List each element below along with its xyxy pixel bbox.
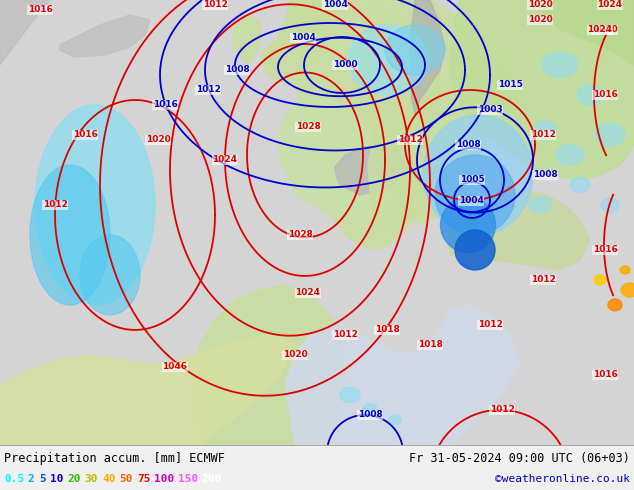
Polygon shape	[295, 0, 460, 250]
Ellipse shape	[30, 165, 110, 305]
Ellipse shape	[441, 197, 496, 252]
Ellipse shape	[621, 283, 634, 297]
Text: 1012: 1012	[531, 130, 555, 140]
Text: 1018: 1018	[375, 325, 399, 335]
Ellipse shape	[529, 197, 551, 213]
Ellipse shape	[578, 85, 602, 105]
Ellipse shape	[570, 177, 590, 193]
Text: 1012: 1012	[489, 405, 514, 415]
Text: 1024: 1024	[588, 25, 612, 34]
Text: 150: 150	[178, 474, 198, 484]
Ellipse shape	[608, 299, 622, 311]
Text: 1012: 1012	[202, 0, 228, 9]
Text: 1016: 1016	[72, 130, 98, 140]
Text: 1028: 1028	[295, 122, 320, 131]
Polygon shape	[285, 305, 520, 445]
Polygon shape	[60, 15, 150, 57]
Text: 1016: 1016	[593, 370, 618, 379]
Ellipse shape	[363, 404, 377, 416]
Text: 1016: 1016	[593, 91, 618, 99]
Polygon shape	[448, 190, 590, 270]
Text: 1012: 1012	[398, 135, 422, 145]
Ellipse shape	[595, 124, 625, 146]
Polygon shape	[450, 0, 634, 180]
Text: 100: 100	[155, 474, 174, 484]
Text: 1046: 1046	[162, 363, 188, 371]
Text: 1008: 1008	[358, 411, 382, 419]
Ellipse shape	[35, 105, 155, 305]
Text: 1020: 1020	[146, 135, 171, 145]
Polygon shape	[368, 115, 420, 235]
Ellipse shape	[80, 235, 140, 315]
Polygon shape	[540, 0, 634, 65]
Text: 1020: 1020	[527, 0, 552, 9]
Text: 10: 10	[50, 474, 63, 484]
Ellipse shape	[556, 145, 584, 165]
Text: 1018: 1018	[418, 341, 443, 349]
Ellipse shape	[601, 198, 619, 212]
Polygon shape	[232, 15, 262, 65]
Text: 1004: 1004	[323, 0, 347, 9]
Text: 20: 20	[67, 474, 81, 484]
Text: 1012: 1012	[195, 85, 221, 95]
Text: 75: 75	[137, 474, 150, 484]
Text: 1004: 1004	[290, 33, 316, 43]
Text: Fr 31-05-2024 09:00 UTC (06+03): Fr 31-05-2024 09:00 UTC (06+03)	[409, 452, 630, 465]
Text: 0.5: 0.5	[4, 474, 24, 484]
Ellipse shape	[389, 415, 401, 425]
Text: 5: 5	[39, 474, 46, 484]
Text: 1008: 1008	[224, 66, 249, 74]
Text: 1008: 1008	[456, 141, 481, 149]
Ellipse shape	[543, 52, 578, 77]
Text: 1016: 1016	[27, 5, 53, 15]
Ellipse shape	[340, 388, 360, 402]
Text: 1012: 1012	[42, 200, 67, 209]
Polygon shape	[278, 95, 390, 225]
Text: 1003: 1003	[477, 105, 502, 115]
Text: 30: 30	[85, 474, 98, 484]
Ellipse shape	[594, 275, 606, 285]
Polygon shape	[260, 0, 340, 85]
Polygon shape	[410, 0, 445, 115]
Text: 40: 40	[102, 474, 115, 484]
Ellipse shape	[455, 230, 495, 270]
Text: 1024: 1024	[212, 155, 238, 165]
Text: 1016: 1016	[153, 100, 178, 109]
Polygon shape	[0, 0, 50, 65]
Text: 1020: 1020	[283, 350, 307, 360]
Text: 1012: 1012	[531, 275, 555, 285]
Polygon shape	[268, 0, 315, 70]
Text: 1024: 1024	[597, 0, 623, 9]
Text: 1012: 1012	[477, 320, 502, 329]
Text: 50: 50	[120, 474, 133, 484]
Text: 1004: 1004	[458, 196, 484, 205]
Text: 1000: 1000	[333, 60, 358, 70]
Ellipse shape	[385, 25, 445, 75]
Polygon shape	[335, 145, 410, 195]
Text: 1020: 1020	[527, 16, 552, 24]
Ellipse shape	[348, 25, 428, 95]
Text: 1028: 1028	[288, 230, 313, 240]
Polygon shape	[355, 0, 520, 225]
Text: 1008: 1008	[533, 171, 557, 179]
Ellipse shape	[423, 115, 533, 235]
Polygon shape	[195, 285, 350, 445]
Polygon shape	[0, 335, 295, 445]
Text: 1012: 1012	[333, 330, 358, 340]
Text: 200: 200	[202, 474, 222, 484]
Text: 1016: 1016	[593, 245, 618, 254]
Ellipse shape	[435, 155, 515, 235]
Text: 1005: 1005	[460, 175, 484, 184]
Text: Precipitation accum. [mm] ECMWF: Precipitation accum. [mm] ECMWF	[4, 452, 225, 465]
Text: 1015: 1015	[498, 80, 522, 90]
Ellipse shape	[620, 266, 630, 274]
Ellipse shape	[534, 121, 556, 139]
Text: 1024: 1024	[295, 289, 321, 297]
Text: 1020: 1020	[593, 25, 618, 34]
Text: 2: 2	[28, 474, 34, 484]
Text: ©weatheronline.co.uk: ©weatheronline.co.uk	[495, 474, 630, 484]
